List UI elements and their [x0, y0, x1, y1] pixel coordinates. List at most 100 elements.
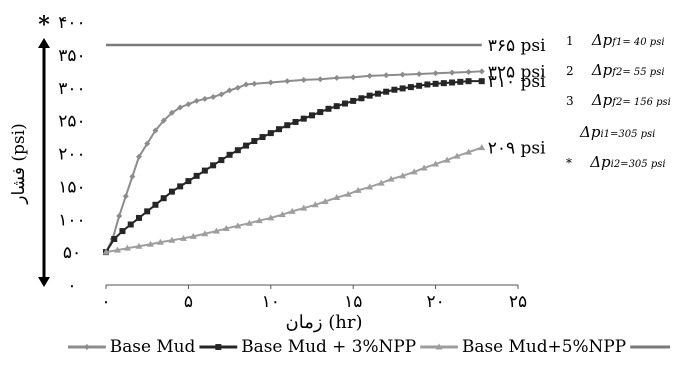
- y-tick-label: ۰: [67, 276, 76, 296]
- y-tick-label: ۵۰: [63, 243, 81, 263]
- data-point: [424, 81, 431, 88]
- y-tick-label: ۴۰۰: [58, 13, 85, 33]
- data-point: [325, 105, 332, 112]
- data-point: [116, 212, 123, 219]
- y-tick-label: ۱۰۰: [58, 210, 85, 230]
- note-4: Δpi1=305 psi: [580, 122, 655, 141]
- legend-label: Base Mud: [110, 336, 196, 356]
- y-axis-title: فشار (psi): [9, 123, 29, 204]
- x-tick-label: ۲۰: [426, 292, 444, 312]
- series-end-label: ۳۲۵ psi: [488, 62, 546, 82]
- x-tick-label: ۱۰: [262, 292, 280, 312]
- data-point: [407, 84, 414, 91]
- data-point: [251, 80, 258, 87]
- data-point: [177, 104, 184, 111]
- data-point: [135, 153, 142, 160]
- data-point: [366, 92, 373, 99]
- note-number: *: [566, 156, 572, 170]
- data-point: [350, 97, 357, 104]
- data-point: [309, 112, 315, 119]
- data-point: [210, 93, 217, 100]
- legend-label: Base Mud+5%NPP: [462, 336, 626, 356]
- legend-item: Base Mud+5%NPP: [420, 336, 626, 356]
- note-delta: Δp: [591, 61, 613, 79]
- data-point: [179, 234, 187, 241]
- data-point: [399, 85, 406, 92]
- series-1: [103, 68, 485, 256]
- data-point: [122, 193, 129, 200]
- data-point: [146, 240, 154, 247]
- data-point: [284, 78, 291, 85]
- series-line: [105, 80, 482, 253]
- series-layer: [102, 43, 486, 256]
- data-point: [311, 201, 319, 208]
- data-point: [201, 230, 209, 237]
- data-point: [129, 173, 136, 180]
- data-point: [449, 69, 456, 76]
- y-tick-label: ۳۵۰: [58, 46, 85, 66]
- data-point: [135, 242, 143, 249]
- note-delta: Δp: [590, 153, 611, 171]
- data-point: [185, 101, 192, 108]
- note-number: 2: [566, 64, 574, 78]
- data-point: [111, 235, 118, 242]
- data-point: [226, 151, 233, 158]
- data-point: [457, 78, 464, 85]
- data-point: [387, 175, 395, 182]
- data-point: [478, 144, 486, 151]
- note-delta: Δp: [580, 123, 601, 141]
- data-point: [416, 82, 423, 89]
- data-point: [177, 183, 184, 190]
- legend-marker: [435, 343, 443, 350]
- note-sub: i2=305 psi: [610, 159, 666, 170]
- note-sub: f2= 55 psi: [612, 67, 665, 78]
- note-delta: Δp: [591, 31, 613, 49]
- data-point: [300, 115, 307, 122]
- data-point: [399, 71, 406, 78]
- y-tick-label: ۲۵۰: [58, 112, 85, 132]
- data-point: [420, 164, 428, 171]
- y-tick-label: ۳۰۰: [58, 79, 85, 99]
- data-point: [168, 188, 175, 195]
- data-point: [144, 140, 151, 147]
- y-tick-label: ۱۵۰: [58, 177, 85, 197]
- data-point: [185, 178, 192, 185]
- data-point: [321, 197, 329, 204]
- data-point: [267, 214, 275, 221]
- data-point: [300, 76, 307, 83]
- data-point: [465, 148, 473, 155]
- data-point: [234, 222, 242, 229]
- data-point: [160, 117, 167, 124]
- data-point: [189, 232, 197, 239]
- arrow-star-marker: *: [38, 12, 50, 38]
- data-point: [251, 138, 258, 145]
- data-point: [292, 118, 299, 125]
- data-point: [276, 126, 283, 133]
- legend-item: Base Mud: [68, 336, 196, 356]
- data-point: [465, 68, 472, 75]
- data-point: [234, 147, 241, 154]
- data-point: [102, 248, 110, 255]
- data-point: [267, 79, 274, 86]
- data-point: [245, 219, 253, 226]
- data-point: [432, 160, 440, 167]
- data-point: [416, 70, 423, 77]
- data-point: [391, 86, 398, 93]
- data-point: [288, 207, 296, 214]
- arrow-down-head: [38, 277, 50, 287]
- x-tick-label: ۰: [101, 292, 110, 312]
- data-point: [358, 95, 365, 102]
- legend: Base Mud Base Mud + 3%NPP Base Mud+5%NPP: [68, 336, 671, 356]
- legend-label: Base Mud + 3%NPP: [241, 336, 416, 356]
- note-sub: f2= 156 psi: [612, 97, 671, 108]
- note-sub: f1= 40 psi: [612, 37, 665, 48]
- y-tick-label: ۲۰۰: [58, 145, 85, 165]
- note-2: 2 Δpf2= 55 psi: [566, 60, 665, 79]
- data-point: [226, 87, 233, 94]
- data-point: [144, 208, 151, 215]
- note-number: 1: [566, 34, 574, 48]
- data-point: [127, 221, 134, 228]
- data-point: [278, 211, 286, 218]
